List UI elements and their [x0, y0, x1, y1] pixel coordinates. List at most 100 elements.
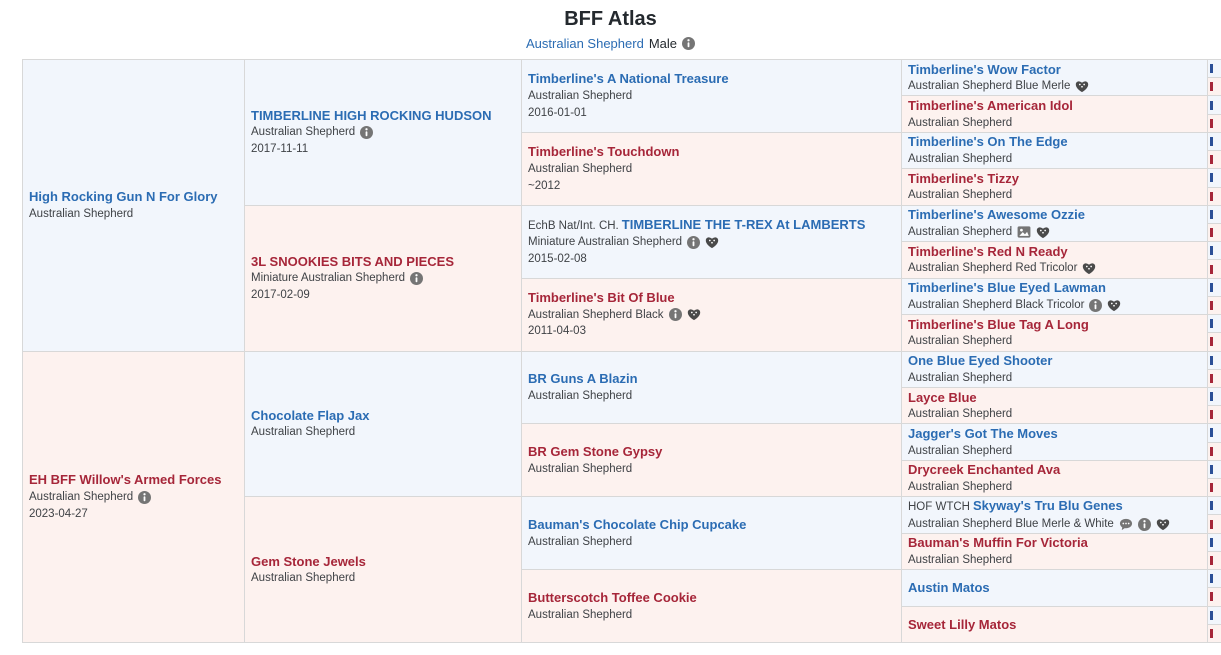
- dog-name-link[interactable]: BR Guns A Blazin: [528, 371, 638, 387]
- info-icon[interactable]: [668, 308, 682, 322]
- gen5-sliver-cell: [1208, 260, 1221, 278]
- info-icon[interactable]: [138, 490, 152, 504]
- cut-off-text-fragment: [1210, 464, 1213, 474]
- info-icon[interactable]: [360, 126, 374, 140]
- info-icon[interactable]: [1137, 517, 1151, 531]
- cut-off-text-fragment: [1210, 228, 1213, 238]
- dog-name-link[interactable]: High Rocking Gun N For Glory: [29, 189, 218, 205]
- gen5-sliver-cell: [1208, 132, 1221, 151]
- health-icon[interactable]: [705, 236, 719, 249]
- dog-name-link[interactable]: EH BFF Willow's Armed Forces: [29, 472, 222, 488]
- cut-off-text-fragment: [1210, 428, 1213, 438]
- dog-name-link[interactable]: Austin Matos: [908, 580, 990, 596]
- dog-name-link[interactable]: Timberline's Blue Tag A Long: [908, 316, 1089, 332]
- gen5-sliver-cell: [1208, 533, 1221, 551]
- pedigree-cell-gen4-3: Timberline's On The Edge Australian Sheph…: [902, 132, 1207, 169]
- comments-icon[interactable]: [1119, 518, 1133, 531]
- dog-name-link[interactable]: Jagger's Got The Moves: [908, 425, 1058, 441]
- dog-breed: Australian Shepherd: [908, 553, 1013, 566]
- cut-off-text-fragment: [1210, 373, 1213, 383]
- dog-breed: Australian Shepherd: [908, 153, 1013, 166]
- dog-name-link[interactable]: Gem Stone Jewels: [251, 553, 366, 569]
- pedigree-cell-gen4-13: HOF WTCH Skyway's Tru Blu Genes Australian…: [902, 497, 1207, 533]
- dog-name-link[interactable]: TIMBERLINE THE T-REX At LAMBERTS: [621, 216, 866, 232]
- health-icon[interactable]: [1075, 80, 1089, 93]
- dog-birthdate: 2016-01-01: [528, 106, 587, 119]
- dog-name-link[interactable]: Skyway's Tru Blu Genes: [972, 498, 1123, 514]
- dog-name-link[interactable]: Timberline's Bit Of Blue: [528, 290, 675, 306]
- pedigree-cell-gen2-4: Gem Stone Jewels Australian Shepherd: [245, 497, 521, 642]
- gen5-sliver-cell: [1208, 606, 1221, 624]
- breed-link[interactable]: Australian Shepherd: [526, 36, 644, 51]
- dog-name-link[interactable]: TIMBERLINE HIGH ROCKING HUDSON: [251, 107, 492, 123]
- dog-breed: Australian Shepherd Red Tricolor: [908, 262, 1078, 275]
- gen5-sliver-cell: [1208, 369, 1221, 387]
- pedigree-cell-gen4-15: Austin Matos: [902, 570, 1207, 606]
- dog-breed: Australian Shepherd: [528, 389, 633, 402]
- pedigree-cell-gen4-12: Drycreek Enchanted Ava Australian Shepher…: [902, 460, 1207, 497]
- dog-name-link[interactable]: Chocolate Flap Jax: [251, 407, 370, 423]
- dog-breed: Australian Shepherd: [908, 225, 1013, 238]
- info-icon[interactable]: [410, 272, 424, 286]
- cut-off-text-fragment: [1210, 136, 1213, 146]
- cut-off-text-fragment: [1210, 319, 1213, 329]
- gen5-sliver-cell: [1208, 442, 1221, 460]
- dog-breed: Australian Shepherd: [251, 126, 356, 139]
- pedigree-cell-gen3-6: BR Gem Stone Gypsy Australian Shepherd: [522, 424, 901, 497]
- gen5-sliver-cell: [1208, 624, 1221, 642]
- pedigree-cell-gen4-9: One Blue Eyed Shooter Australian Shepherd: [902, 351, 1207, 387]
- dog-name-link[interactable]: Timberline's Blue Eyed Lawman: [908, 280, 1106, 296]
- dog-birthdate: ~2012: [528, 179, 561, 192]
- dog-breed: Australian Shepherd: [251, 572, 356, 585]
- dog-breed: Australian Shepherd: [908, 444, 1013, 457]
- cut-off-text-fragment: [1210, 118, 1213, 128]
- pedigree-cell-gen3-4: Timberline's Bit Of Blue Australian Sheph…: [522, 278, 901, 351]
- pedigree-cell-gen4-14: Bauman's Muffin For Victoria Australian S…: [902, 533, 1207, 570]
- cut-off-text-fragment: [1210, 82, 1213, 92]
- dog-name-link[interactable]: Timberline's On The Edge: [908, 134, 1068, 150]
- dog-name-link[interactable]: Timberline's Touchdown: [528, 144, 680, 160]
- pedigree-cell-gen4-5: Timberline's Awesome Ozzie Australian She…: [902, 205, 1207, 242]
- dog-name-link[interactable]: Timberline's American Idol: [908, 98, 1073, 114]
- dog-name-link[interactable]: Timberline's Wow Factor: [908, 61, 1061, 77]
- dog-name-link[interactable]: Timberline's A National Treasure: [528, 71, 729, 87]
- health-icon[interactable]: [1156, 518, 1170, 531]
- pedigree-cell-gen2-3: Chocolate Flap Jax Australian Shepherd: [245, 351, 521, 497]
- dog-name-link[interactable]: Timberline's Awesome Ozzie: [908, 207, 1085, 223]
- pedigree-cell-gen3-1: Timberline's A National Treasure Australi…: [522, 60, 901, 132]
- dog-breed: Australian Shepherd: [251, 426, 356, 439]
- health-icon[interactable]: [687, 308, 701, 321]
- cut-off-text-fragment: [1210, 209, 1213, 219]
- info-icon[interactable]: [682, 37, 695, 50]
- dog-name-link[interactable]: Sweet Lilly Matos: [908, 616, 1017, 632]
- gen5-sliver-cell: [1208, 406, 1221, 424]
- dog-name-link[interactable]: Timberline's Tizzy: [908, 170, 1019, 186]
- dog-name-link[interactable]: Drycreek Enchanted Ava: [908, 462, 1061, 478]
- pedigree-cell-gen4-16: Sweet Lilly Matos: [902, 606, 1207, 642]
- health-icon[interactable]: [1082, 262, 1096, 275]
- dog-name-link[interactable]: Bauman's Chocolate Chip Cupcake: [528, 517, 747, 533]
- gen5-sliver-cell: [1208, 570, 1221, 588]
- dog-name-link[interactable]: Timberline's Red N Ready: [908, 243, 1068, 259]
- cut-off-text-fragment: [1210, 64, 1213, 74]
- pedigree-cell-gen2-2: 3L SNOOKIES BITS AND PIECES Miniature Aus…: [245, 205, 521, 351]
- health-icon[interactable]: [1107, 299, 1121, 312]
- gen5-sliver-cell: [1208, 351, 1221, 369]
- page-header: BFF Atlas Australian Shepherd Male: [0, 0, 1221, 51]
- dog-name-link[interactable]: One Blue Eyed Shooter: [908, 353, 1053, 369]
- gen5-sliver-cell: [1208, 424, 1221, 442]
- photo-icon[interactable]: [1017, 226, 1031, 238]
- info-icon[interactable]: [687, 236, 701, 250]
- dog-name-link[interactable]: Layce Blue: [908, 389, 977, 405]
- dog-name-link[interactable]: BR Gem Stone Gypsy: [528, 444, 663, 460]
- dog-name-link[interactable]: 3L SNOOKIES BITS AND PIECES: [251, 253, 454, 269]
- pedigree-cell-gen1-1: High Rocking Gun N For Glory Australian S…: [23, 60, 244, 351]
- info-icon[interactable]: [1089, 298, 1103, 312]
- dog-name-link[interactable]: Bauman's Muffin For Victoria: [908, 535, 1088, 551]
- dog-breed: Australian Shepherd: [908, 116, 1013, 129]
- cut-off-text-fragment: [1210, 173, 1213, 183]
- dog-name-link[interactable]: Butterscotch Toffee Cookie: [528, 589, 697, 605]
- dog-breed: Miniature Australian Shepherd: [251, 272, 406, 285]
- health-icon[interactable]: [1036, 226, 1050, 239]
- cut-off-text-fragment: [1210, 574, 1213, 584]
